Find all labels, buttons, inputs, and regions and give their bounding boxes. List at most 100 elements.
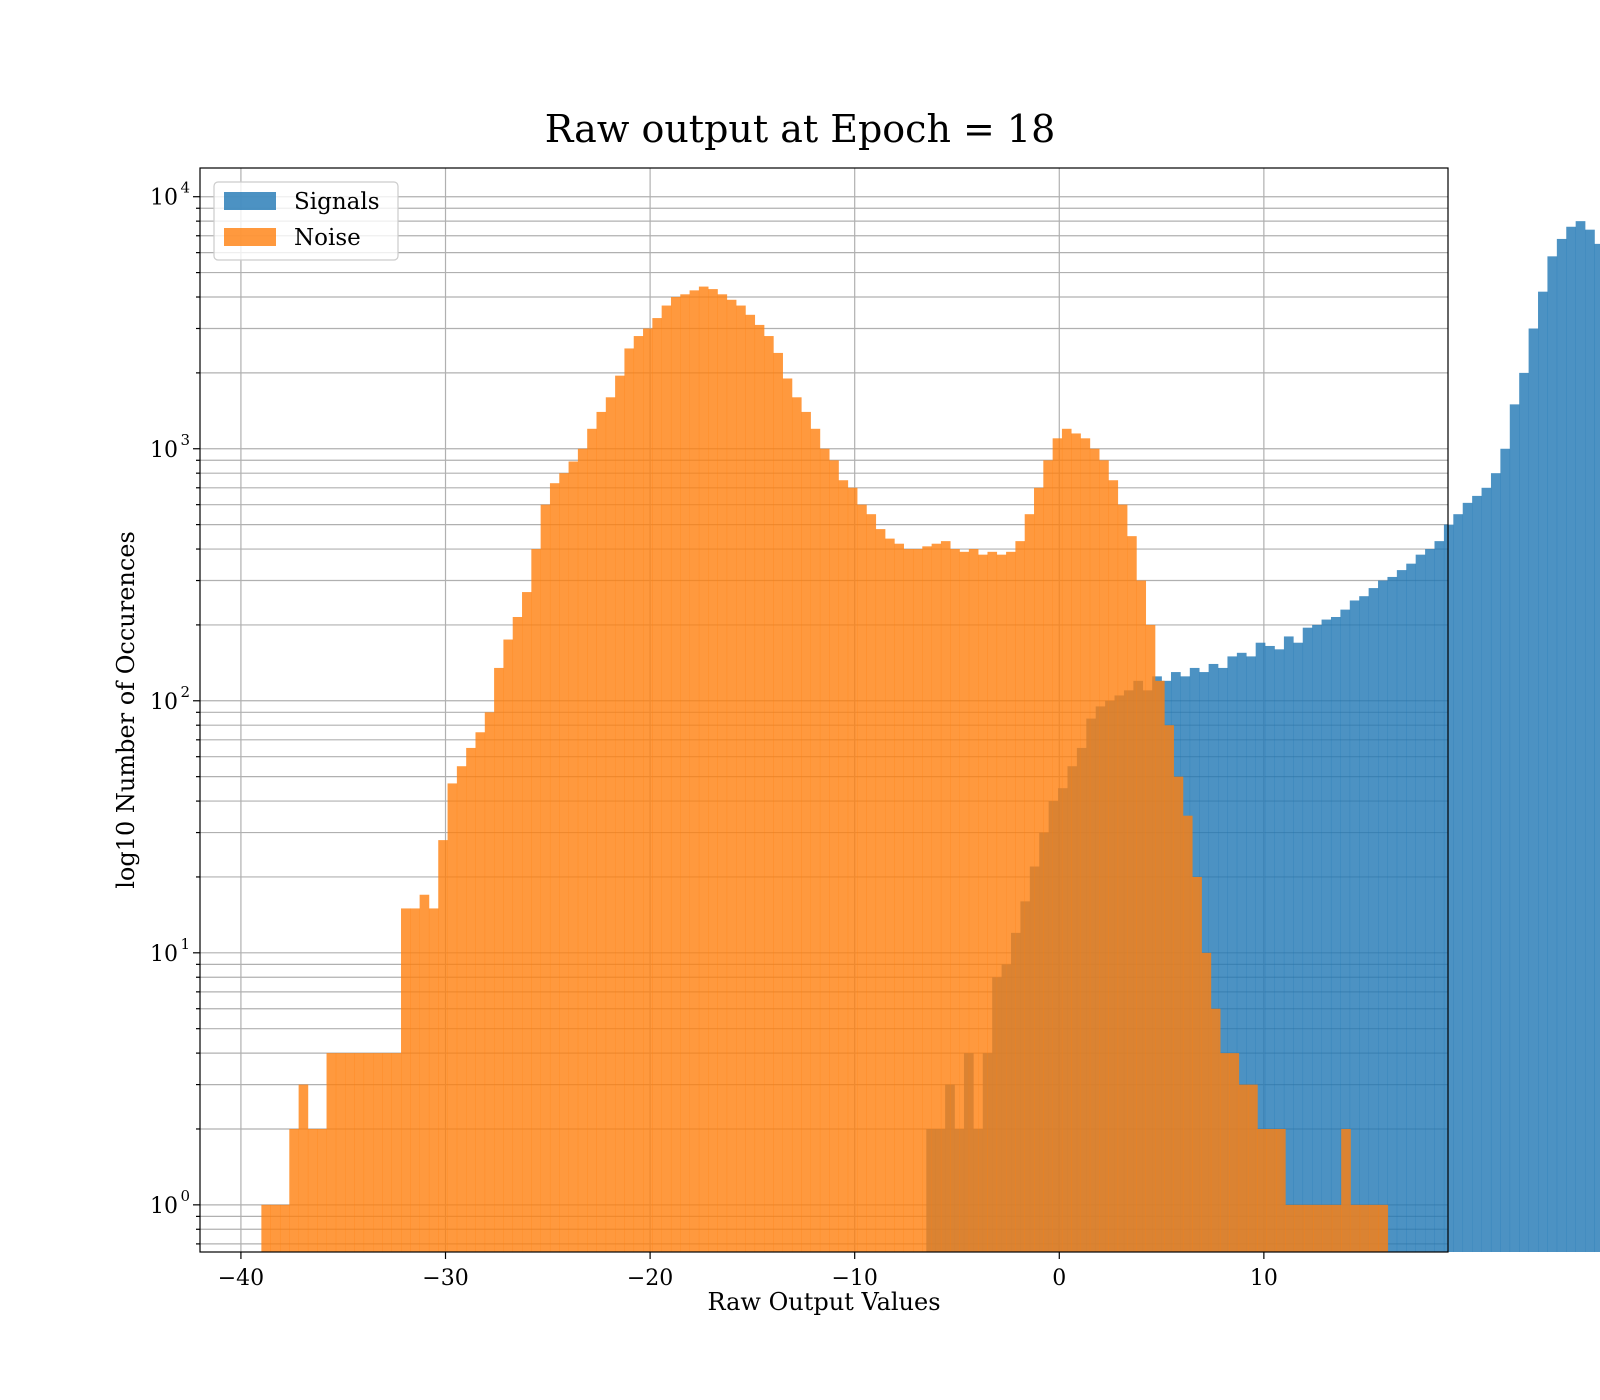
noise-bar — [1034, 487, 1044, 1253]
signals-bar — [1575, 221, 1586, 1252]
noise-bar — [522, 592, 532, 1252]
noise-bar — [261, 1204, 271, 1252]
noise-bar — [1350, 1204, 1361, 1252]
signals-bar — [1312, 624, 1322, 1252]
noise-bar — [978, 554, 988, 1252]
noise-bar — [875, 529, 886, 1252]
x-tick-label: −40 — [218, 1266, 264, 1291]
noise-bar — [298, 1084, 309, 1252]
signals-bar — [1321, 619, 1332, 1252]
signals-bar — [1538, 291, 1548, 1253]
noise-bar — [363, 1053, 374, 1252]
signals-bar — [1566, 226, 1576, 1252]
x-axis-label: Raw Output Values — [707, 1288, 940, 1316]
noise-bar — [503, 639, 514, 1252]
signals-bar — [1330, 616, 1341, 1252]
y-tick-exponent: 0 — [180, 1187, 190, 1205]
signals-bar — [1368, 588, 1379, 1252]
signals-bar — [1481, 487, 1492, 1253]
y-tick-label: 10 — [150, 438, 178, 463]
noise-bar — [559, 473, 569, 1253]
signals-bar — [1208, 663, 1219, 1252]
y-tick-exponent: 2 — [180, 683, 190, 701]
y-axis-label: log10 Number of Occurences — [112, 531, 140, 889]
signals-bar — [1227, 656, 1238, 1252]
signals-bar — [1236, 652, 1247, 1252]
noise-bar — [335, 1053, 346, 1252]
noise-bar — [289, 1128, 299, 1252]
noise-bar — [1285, 1204, 1295, 1252]
noise-bar — [912, 549, 923, 1252]
y-tick-label: 10 — [150, 690, 178, 715]
signals-bar — [1509, 404, 1520, 1252]
signals-bar — [1500, 448, 1511, 1252]
signals-bar — [1585, 229, 1595, 1253]
signals-bar — [1349, 600, 1360, 1252]
noise-bar — [903, 549, 914, 1252]
noise-bar — [773, 352, 783, 1252]
y-tick-exponent: 1 — [180, 935, 190, 953]
signals-bar — [1519, 372, 1529, 1252]
noise-bar — [1015, 541, 1026, 1252]
noise-bar — [512, 616, 523, 1252]
noise-bar — [829, 460, 839, 1252]
noise-bar — [577, 448, 588, 1252]
noise-bar — [670, 297, 681, 1252]
signals-bar — [1434, 541, 1445, 1252]
noise-bar — [1145, 624, 1156, 1252]
noise-bar — [596, 411, 607, 1253]
noise-bar — [661, 305, 672, 1253]
noise-bar — [1369, 1204, 1379, 1252]
chart-title: Raw output at Epoch = 18 — [545, 107, 1056, 151]
noise-bar — [885, 538, 895, 1252]
signals-bar — [1594, 243, 1600, 1252]
noise-bar — [959, 551, 970, 1252]
x-tick-label: −20 — [627, 1266, 673, 1291]
noise-bar — [475, 732, 486, 1252]
signals-bar — [1302, 627, 1313, 1252]
signals-bar — [1255, 642, 1266, 1252]
signals-bar — [1490, 473, 1501, 1253]
noise-bar — [819, 448, 830, 1252]
noise-bar — [326, 1053, 337, 1252]
noise-bar — [736, 305, 746, 1253]
noise-bar — [1378, 1204, 1389, 1252]
noise-bar — [317, 1128, 327, 1252]
noise-bar — [633, 336, 644, 1253]
noise-bar — [1201, 952, 1212, 1252]
signals-bar — [1556, 238, 1567, 1252]
noise-bar — [1117, 504, 1128, 1253]
noise-bar — [680, 294, 690, 1252]
noise-bar — [866, 514, 877, 1252]
noise-bar — [847, 487, 858, 1253]
noise-bar — [922, 546, 932, 1252]
noise-bar — [1052, 438, 1063, 1253]
noise-bar — [950, 549, 960, 1252]
noise-bar — [1276, 1128, 1286, 1252]
noise-bar — [345, 1053, 355, 1252]
noise-bar — [307, 1128, 318, 1252]
noise-bar — [1108, 480, 1119, 1252]
noise-bar — [1024, 514, 1035, 1252]
histogram-bars — [261, 221, 1600, 1253]
x-tick-label: −30 — [422, 1266, 468, 1291]
noise-bar — [466, 747, 476, 1252]
signals-bar — [1472, 495, 1482, 1252]
legend-label-noise: Noise — [294, 225, 361, 251]
noise-bar — [717, 294, 728, 1252]
noise-bar — [708, 289, 718, 1253]
noise-bar — [1080, 438, 1091, 1253]
y-tick-label: 10 — [150, 186, 178, 211]
noise-bar — [791, 397, 802, 1253]
x-tick-label: 0 — [1052, 1266, 1066, 1291]
noise-bar — [1331, 1204, 1342, 1252]
noise-bar — [1061, 428, 1072, 1253]
signals-bar — [1340, 609, 1351, 1252]
noise-bar — [624, 348, 635, 1253]
y-tick-label: 10 — [150, 942, 178, 967]
noise-bar — [764, 336, 774, 1253]
noise-bar — [1257, 1128, 1268, 1252]
legend-label-signals: Signals — [294, 189, 380, 215]
y-tick-label: 10 — [150, 1194, 178, 1219]
